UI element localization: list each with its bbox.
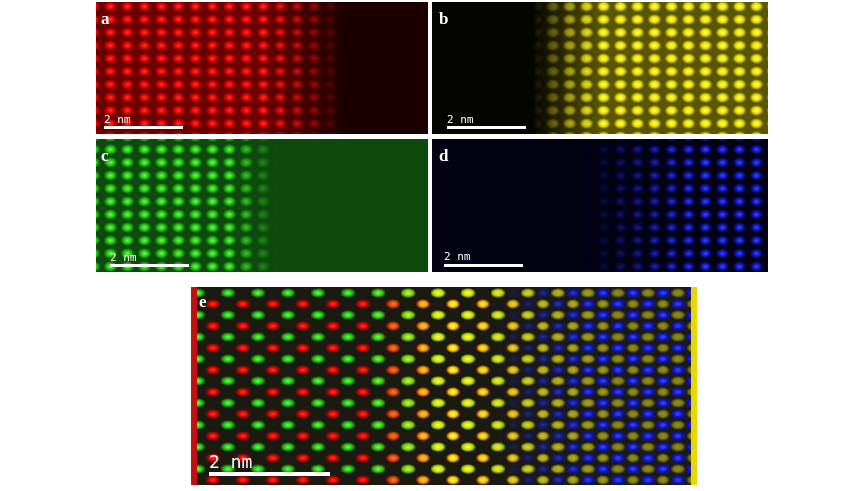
panel-a: a 2 nm bbox=[96, 2, 428, 134]
panel-label: e bbox=[199, 292, 207, 311]
scale-bar bbox=[447, 126, 526, 129]
panel-e: e 2 nm bbox=[191, 287, 697, 485]
panel-label: a bbox=[101, 9, 110, 28]
panel-label: c bbox=[101, 146, 109, 165]
scale-bar-label: 2 nm bbox=[447, 113, 474, 126]
scale-bar bbox=[444, 264, 523, 267]
panel-d: d 2 nm bbox=[432, 139, 768, 272]
scale-bar-label: 2 nm bbox=[209, 452, 252, 473]
scale-bar-label: 2 nm bbox=[104, 113, 131, 126]
panel-b: b 2 nm bbox=[432, 2, 768, 134]
scale-bar bbox=[209, 472, 330, 476]
scale-bar bbox=[110, 264, 189, 267]
scale-bar-label: 2 nm bbox=[444, 250, 471, 263]
scale-bar bbox=[104, 126, 183, 129]
panel-label: b bbox=[439, 9, 448, 28]
scale-bar-label: 2 nm bbox=[110, 251, 137, 264]
panel-c: c 2 nm bbox=[96, 139, 428, 272]
panel-label: d bbox=[439, 146, 449, 165]
